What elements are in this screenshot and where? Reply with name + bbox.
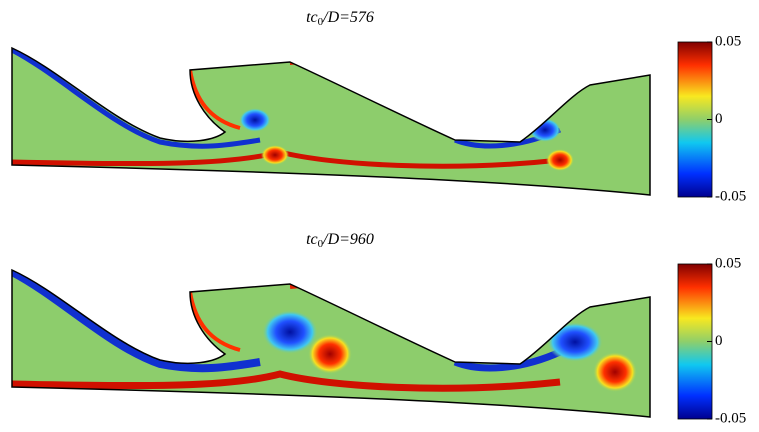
colorbar-tick-label: 0 bbox=[715, 333, 723, 349]
title-main: tc bbox=[306, 9, 318, 26]
vortex bbox=[239, 108, 271, 132]
colorbar-tick-label: 0.05 bbox=[715, 33, 741, 49]
field bbox=[12, 48, 650, 195]
colorbar bbox=[678, 264, 712, 419]
colorbar-tick-label: 0.05 bbox=[715, 255, 741, 271]
title-rest: /D=960 bbox=[322, 231, 374, 248]
title-rest: /D=576 bbox=[322, 9, 374, 26]
vortex bbox=[308, 334, 352, 374]
title-main: tc bbox=[306, 231, 318, 248]
vortex bbox=[593, 352, 637, 392]
colorbar-tick-label: 0 bbox=[715, 111, 723, 127]
panel-title: tc0/D=576 bbox=[306, 9, 374, 28]
panel: tc0/D=960 -0.05 0 0.05 bbox=[12, 231, 746, 427]
wall-red bbox=[290, 60, 335, 64]
colorbar-tick-label: -0.05 bbox=[715, 410, 746, 426]
panel: tc0/D=576 -0.05 0 0.05 bbox=[12, 9, 746, 205]
wall-red bbox=[290, 282, 335, 286]
colorbar-tick-label: -0.05 bbox=[715, 188, 746, 204]
vortex bbox=[261, 145, 289, 165]
panel-title: tc0/D=960 bbox=[306, 231, 374, 250]
colorbar bbox=[678, 42, 712, 197]
figure: tc0/D=576 -0.05 0 0.05 tc0/D=960 -0.05 0 0.05 bbox=[0, 0, 759, 432]
vortex bbox=[546, 149, 574, 171]
vortex bbox=[547, 322, 603, 362]
field bbox=[12, 270, 650, 417]
